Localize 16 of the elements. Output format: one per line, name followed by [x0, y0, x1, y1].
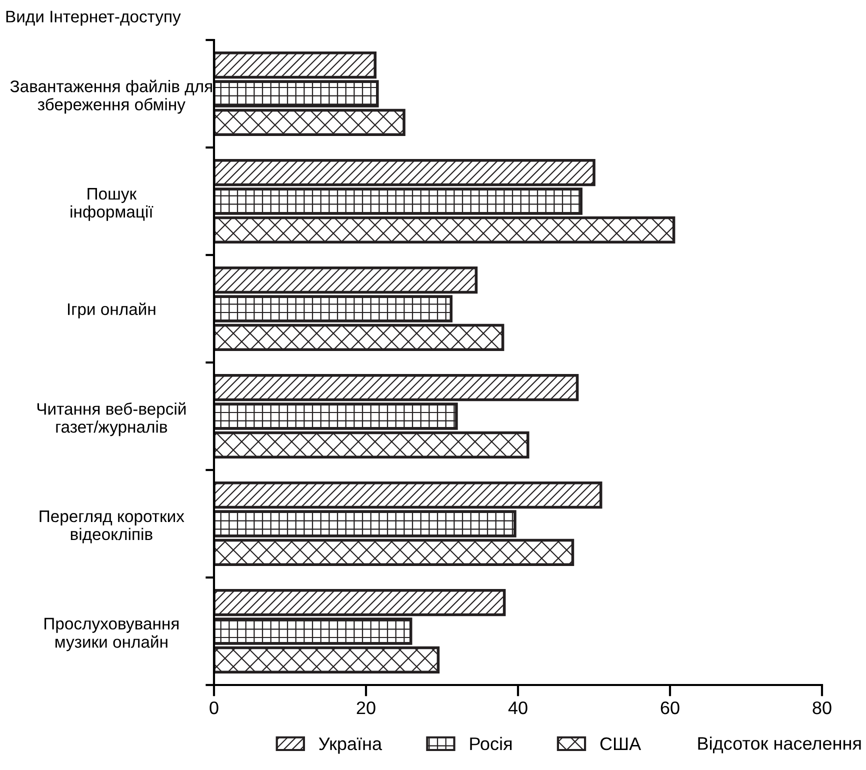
y-tick-label: Перегляд коротких відеокліпів: [40, 510, 184, 544]
x-tick-label: 20: [356, 701, 376, 714]
y-tick-label: Читання веб-версій газет/журналів: [37, 402, 186, 436]
x-axis-title: Відсоток населення: [698, 736, 861, 754]
legend-label: США: [600, 737, 642, 750]
x-tick-label: 40: [508, 701, 528, 714]
y-tick-label: Прослуховування музики онлайн: [44, 618, 179, 652]
y-axis-title: Види Інтернет-доступу: [6, 10, 181, 26]
legend-label: Україна: [318, 738, 382, 754]
x-tick-label: 80: [812, 701, 832, 714]
y-tick-label: Ігри онлайн: [68, 302, 156, 318]
x-tick-label: 60: [660, 701, 680, 714]
y-tick-label: Завантаження файлів для збереження обміну: [10, 80, 212, 114]
x-tick-label: 0: [210, 701, 218, 714]
legend-label: Росія: [470, 736, 512, 750]
y-tick-label: Пошук інформації: [70, 188, 154, 221]
